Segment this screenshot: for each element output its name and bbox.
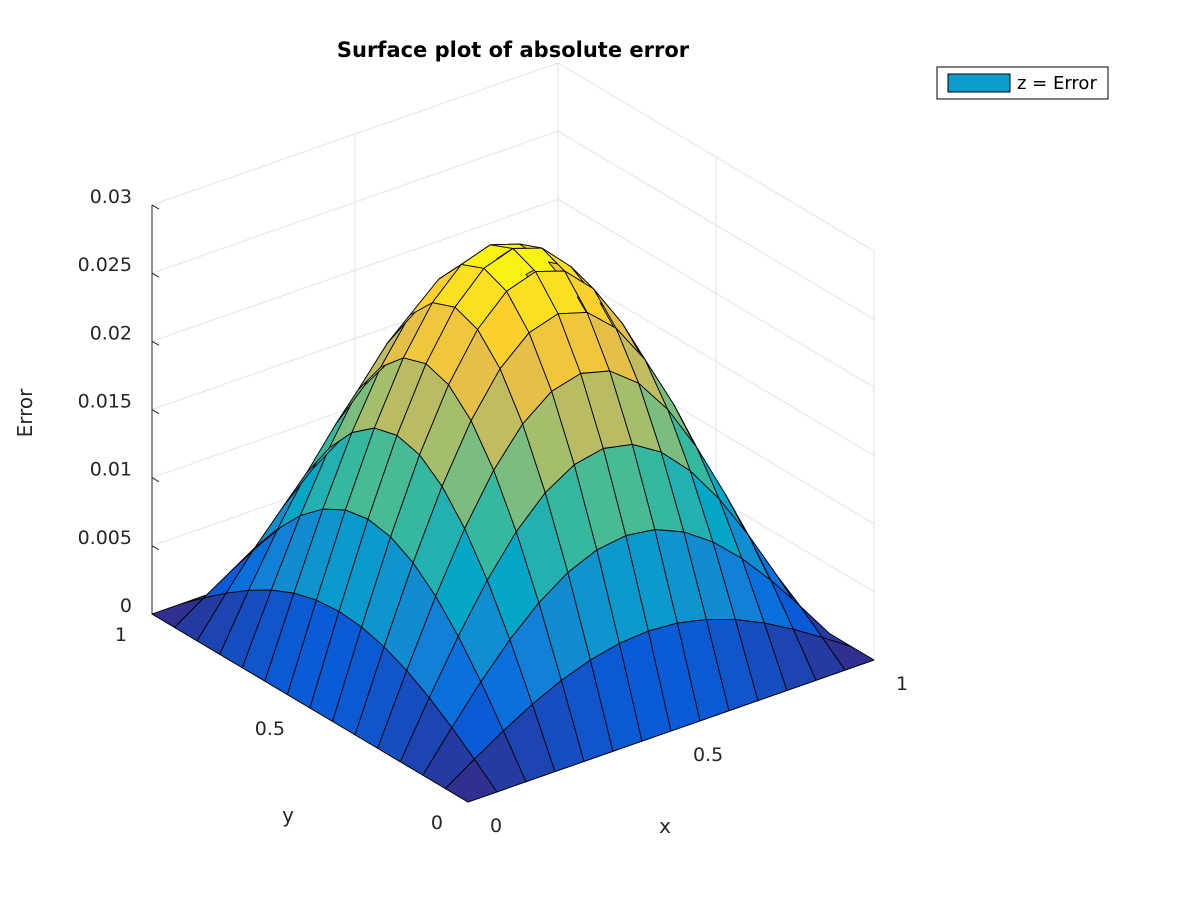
z-tick-label: 0.025 bbox=[78, 254, 132, 276]
x-axis-label: x bbox=[659, 814, 671, 838]
z-tick-label: 0 bbox=[120, 595, 132, 617]
z-axis-label: Error bbox=[13, 388, 37, 438]
z-tick-label: 0.015 bbox=[78, 391, 132, 413]
y-axis-label: y bbox=[282, 803, 294, 827]
legend-label: z = Error bbox=[1017, 73, 1097, 94]
chart-title: Surface plot of absolute error bbox=[337, 38, 690, 62]
legend-swatch bbox=[947, 73, 1011, 93]
y-tick-label: 0.5 bbox=[255, 718, 285, 740]
z-tick-label: 0.01 bbox=[90, 459, 132, 481]
x-tick-label: 0 bbox=[490, 815, 502, 837]
legend: z = Error bbox=[936, 66, 1109, 100]
z-tick-mark bbox=[151, 204, 160, 210]
x-tick-label: 1 bbox=[896, 673, 908, 695]
y-tick-label: 0 bbox=[431, 812, 443, 834]
z-tick-mark bbox=[151, 409, 160, 414]
tick-labels: 0 0.005 0.01 0.015 0.02 0.025 0.03 0 0.5 1 0 0.5 1 bbox=[78, 186, 909, 837]
z-tick-label: 0.005 bbox=[78, 527, 132, 549]
z-tick-mark bbox=[151, 272, 160, 278]
x-tick-label: 0.5 bbox=[693, 744, 723, 766]
z-tick-mark bbox=[151, 545, 160, 551]
z-tick-mark bbox=[151, 477, 160, 483]
surface-mesh bbox=[151, 243, 875, 803]
surface-patch bbox=[821, 637, 875, 671]
y-tick-label: 1 bbox=[115, 624, 127, 646]
z-tick-label: 0.02 bbox=[90, 322, 132, 344]
z-tick-mark bbox=[151, 340, 160, 346]
z-grid-line bbox=[151, 62, 875, 252]
z-tick-label: 0.03 bbox=[90, 186, 132, 208]
